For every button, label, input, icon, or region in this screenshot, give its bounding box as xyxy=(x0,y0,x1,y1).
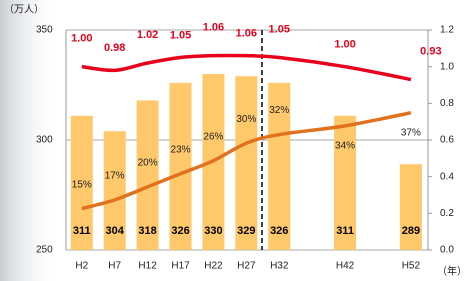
bar-value-label: 329 xyxy=(237,225,255,237)
percent-label: 15% xyxy=(72,179,92,190)
x-tick-label: H2 xyxy=(75,261,88,272)
y2-tick-label: 0.0 xyxy=(440,245,454,256)
y2-tick-label: 0.6 xyxy=(440,135,454,146)
ratio-label: 0.98 xyxy=(104,42,125,54)
ratio-label: 1.00 xyxy=(71,33,92,45)
percent-label: 30% xyxy=(236,114,256,125)
bar-value-label: 330 xyxy=(204,225,222,237)
x-tick-label: H17 xyxy=(171,261,190,272)
x-tick-label: H27 xyxy=(237,261,256,272)
bar-value-label: 311 xyxy=(73,225,91,237)
bar xyxy=(400,164,422,250)
ratio-label: 1.05 xyxy=(170,29,191,41)
chart: （万人） （年） 250 300 350 0.0 0.2 0.4 0.6 0.8 1.0 1.2 H… xyxy=(0,0,475,281)
ratio-label: 0.93 xyxy=(420,45,441,57)
percent-label: 23% xyxy=(171,144,191,155)
y-unit: （万人） xyxy=(4,4,44,16)
page: {"chart_data":{"type":"combo", "y_unit":… xyxy=(0,0,475,281)
x-tick-label: H42 xyxy=(336,261,355,272)
bar-value-label: 311 xyxy=(336,225,354,237)
ratio-label: 1.05 xyxy=(269,23,290,35)
ratio-label: 1.06 xyxy=(236,28,257,40)
x-tick-label: H7 xyxy=(108,261,121,272)
x-tick-label: H12 xyxy=(138,261,157,272)
ratio-label: 1.02 xyxy=(137,29,158,41)
y-tick-label: 250 xyxy=(36,245,53,256)
percent-label: 17% xyxy=(105,171,125,182)
y2-tick-label: 1.0 xyxy=(440,61,454,72)
bar-value-label: 318 xyxy=(138,225,156,237)
percent-label: 32% xyxy=(269,105,289,116)
percent-label: 34% xyxy=(335,140,355,151)
bar-value-label: 326 xyxy=(270,225,288,237)
ratio-label: 1.06 xyxy=(203,22,224,34)
y2-tick-label: 1.2 xyxy=(440,25,454,36)
x-tick-label: H52 xyxy=(402,261,421,272)
percent-label: 20% xyxy=(138,157,158,168)
line xyxy=(82,55,411,79)
bar-value-label: 326 xyxy=(171,225,189,237)
ratio-label: 1.00 xyxy=(334,39,355,51)
x-tick-label: H32 xyxy=(270,261,289,272)
y-tick-label: 350 xyxy=(36,25,53,36)
y2-tick-label: 0.8 xyxy=(440,98,454,109)
bar-value-label: 304 xyxy=(106,225,125,237)
y2-tick-label: 0.4 xyxy=(440,171,454,182)
y2-tick-label: 0.2 xyxy=(440,208,454,219)
percent-label: 26% xyxy=(203,131,223,142)
bar-value-label: 289 xyxy=(402,225,420,237)
x-unit: （年） xyxy=(437,265,467,278)
percent-label: 37% xyxy=(401,127,421,138)
x-tick-label: H22 xyxy=(204,261,223,272)
y-tick-label: 300 xyxy=(36,135,53,146)
